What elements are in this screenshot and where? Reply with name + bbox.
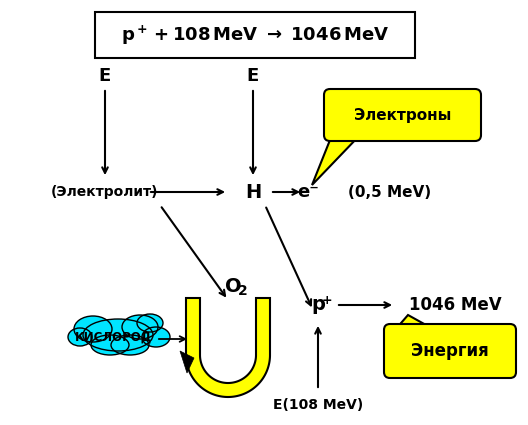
Ellipse shape [68,328,92,346]
Polygon shape [180,351,194,373]
Text: E: E [247,67,259,85]
Text: 1046 MeV: 1046 MeV [409,296,501,314]
Text: Энергия: Энергия [411,342,489,360]
Ellipse shape [74,316,112,342]
FancyBboxPatch shape [324,89,481,141]
Ellipse shape [122,315,158,339]
Polygon shape [186,298,270,397]
FancyBboxPatch shape [95,12,415,58]
Ellipse shape [142,327,170,347]
Text: H: H [245,182,261,201]
Text: +: + [322,294,332,306]
Text: O: O [225,278,241,297]
Ellipse shape [91,335,129,355]
Ellipse shape [83,319,153,351]
Text: (0,5 MeV): (0,5 MeV) [348,184,431,199]
Text: e⁻: e⁻ [297,183,319,201]
Text: $\mathbf{p^+ + 108\,MeV\ \rightarrow\ 1046\,MeV}$: $\mathbf{p^+ + 108\,MeV\ \rightarrow\ 10… [121,23,389,47]
Text: p: p [311,295,325,314]
FancyBboxPatch shape [384,324,516,378]
Polygon shape [312,135,360,185]
Ellipse shape [111,335,149,355]
Text: E(108 MeV): E(108 MeV) [273,398,363,412]
Text: КИСЛОРОД: КИСЛОРОД [74,331,152,343]
Text: E: E [99,67,111,85]
Text: (Электролит): (Электролит) [51,185,159,199]
Text: Электроны: Электроны [354,108,451,122]
Polygon shape [395,315,435,330]
Ellipse shape [137,314,163,332]
Text: 2: 2 [238,284,248,298]
